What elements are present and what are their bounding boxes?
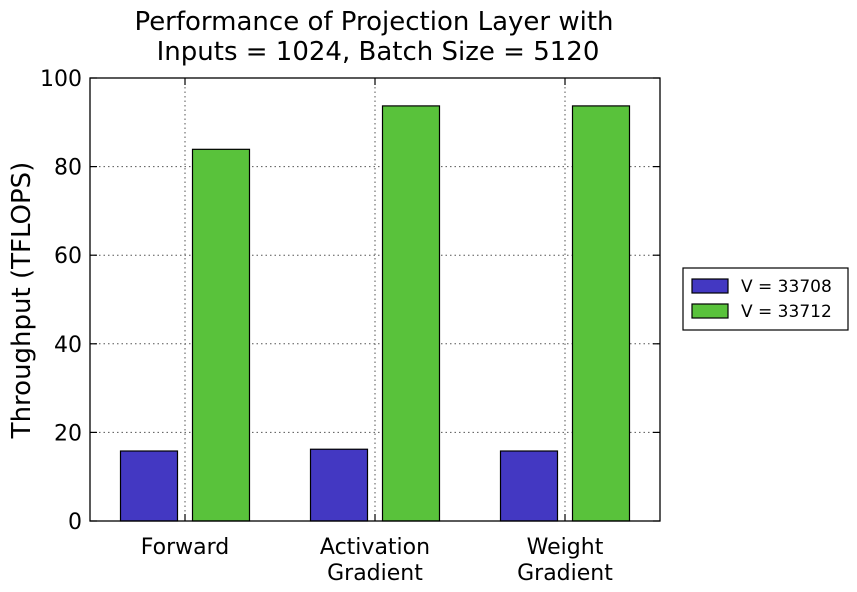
legend-label: V = 33708 bbox=[741, 277, 832, 297]
axis-ticks: 0 20 40 60 80 100 Forward Activation Gradient Wei… bbox=[40, 67, 660, 586]
y-tick-label: 60 bbox=[54, 244, 82, 269]
bar-v33712 bbox=[381, 105, 441, 522]
bar-v33708 bbox=[499, 450, 559, 522]
bar-v33708 bbox=[309, 448, 369, 522]
y-axis-label: Throughput (TFLOPS) bbox=[7, 162, 37, 440]
gridlines bbox=[90, 78, 660, 521]
legend-label: V = 33712 bbox=[741, 302, 832, 322]
chart-title: Performance of Projection Layer with Inp… bbox=[134, 7, 613, 67]
y-tick-label: 100 bbox=[40, 67, 82, 92]
chart-title-line-2: Inputs = 1024, Batch Size = 5120 bbox=[157, 37, 600, 67]
y-tick-label: 80 bbox=[54, 156, 82, 181]
bars bbox=[119, 105, 631, 522]
y-tick-label: 20 bbox=[54, 421, 82, 446]
x-tick-label: Activation Gradient bbox=[320, 535, 430, 586]
legend-swatch bbox=[691, 303, 729, 319]
x-tick-label: Weight Gradient bbox=[517, 535, 613, 586]
legend-box bbox=[682, 267, 849, 331]
chart-title-line-1: Performance of Projection Layer with bbox=[134, 7, 613, 37]
legend: V = 33708 V = 33712 bbox=[682, 267, 849, 331]
x-tick-label: Forward bbox=[141, 535, 229, 560]
y-tick-label: 40 bbox=[54, 333, 82, 358]
y-tick-label: 0 bbox=[68, 510, 82, 535]
bar-v33708 bbox=[119, 450, 179, 522]
bar-v33712 bbox=[191, 148, 251, 522]
bar-v33712 bbox=[571, 105, 631, 522]
legend-swatch bbox=[691, 278, 729, 294]
